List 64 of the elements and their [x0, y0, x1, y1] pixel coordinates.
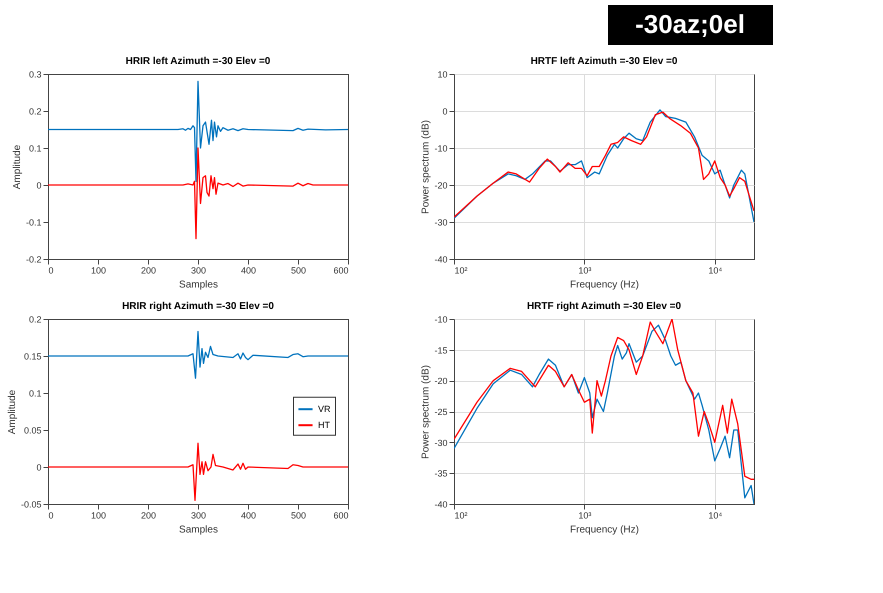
chart-title: HRIR left Azimuth =-30 Elev =0 — [126, 56, 271, 67]
x-tick-label: 600 — [333, 510, 348, 520]
x-tick-label: 10² — [454, 266, 468, 276]
x-axis-title: Samples — [179, 280, 218, 290]
y-tick-label: 0.1 — [28, 144, 42, 154]
line-series — [48, 330, 348, 379]
y-tick-label: -40 — [434, 254, 448, 264]
chart-title: HRIR right Azimuth =-30 Elev =0 — [122, 301, 274, 312]
line-series — [48, 147, 348, 240]
line-series — [48, 442, 348, 501]
text: -30az;0el — [635, 9, 745, 39]
line-series — [48, 80, 348, 182]
x-axis-title: Frequency (Hz) — [570, 524, 639, 536]
y-tick-label: 0.2 — [28, 314, 42, 324]
y-tick-label: -30 — [434, 218, 448, 228]
x-tick-label: 10⁴ — [708, 266, 722, 276]
y-tick-label: 10 — [437, 70, 448, 80]
y-tick-label: -15 — [434, 345, 448, 356]
x-tick-label: 500 — [290, 510, 306, 520]
y-tick-label: 0 — [36, 180, 42, 190]
y-tick-label: 0.1 — [28, 388, 42, 398]
y-tick-label: 0.2 — [28, 106, 42, 116]
x-tick-label: 400 — [240, 266, 256, 276]
y-tick-label: -20 — [434, 180, 448, 190]
y-tick-label: -25 — [434, 407, 448, 417]
x-tick-label: 100 — [90, 510, 106, 520]
y-tick-label: -35 — [434, 468, 448, 479]
x-tick-label: 0 — [48, 266, 54, 276]
y-axis-title: Power spectrum (dB) — [420, 365, 432, 459]
y-tick-label: -20 — [434, 376, 448, 386]
x-tick-label: 200 — [140, 510, 156, 520]
x-tick-label: 400 — [240, 510, 256, 520]
x-tick-label: 10³ — [578, 266, 592, 276]
x-tick-label: 300 — [190, 266, 206, 276]
y-axis-title: Amplitude — [12, 144, 23, 190]
y-tick-label: -10 — [434, 314, 448, 324]
x-tick-label: 100 — [90, 266, 106, 276]
y-tick-label: 0.15 — [24, 352, 42, 362]
y-tick-label: -0.1 — [26, 218, 42, 228]
y-tick-label: 0.3 — [28, 70, 42, 80]
x-tick-label: 10⁴ — [708, 510, 722, 520]
y-tick-label: 0.05 — [24, 426, 42, 436]
x-tick-label: 10² — [454, 510, 468, 520]
y-tick-label: -10 — [434, 144, 448, 154]
y-tick-label: 0 — [36, 462, 42, 472]
legend-label: VR — [318, 404, 332, 414]
x-axis-title: Samples — [179, 524, 218, 536]
x-tick-label: 300 — [190, 510, 206, 520]
y-axis-title: Amplitude — [6, 389, 18, 434]
chart-title: HRTF left Azimuth =-30 Elev =0 — [530, 56, 678, 67]
x-tick-label: 500 — [290, 266, 306, 276]
x-tick-label: 0 — [48, 510, 54, 520]
y-axis-title: Power spectrum (dB) — [420, 120, 432, 214]
y-tick-label: -30 — [434, 438, 448, 448]
y-tick-label: 0 — [442, 106, 448, 116]
y-tick-label: -0.05 — [20, 500, 42, 510]
y-tick-label: -0.2 — [26, 254, 42, 264]
x-axis-title: Frequency (Hz) — [570, 280, 639, 290]
x-tick-label: 10³ — [578, 510, 592, 520]
y-tick-label: -40 — [434, 500, 448, 510]
chart-title: HRTF right Azimuth =-30 Elev =0 — [526, 301, 682, 312]
legend-label: HT — [318, 420, 330, 430]
x-tick-label: 600 — [333, 266, 348, 276]
x-tick-label: 200 — [140, 266, 156, 276]
